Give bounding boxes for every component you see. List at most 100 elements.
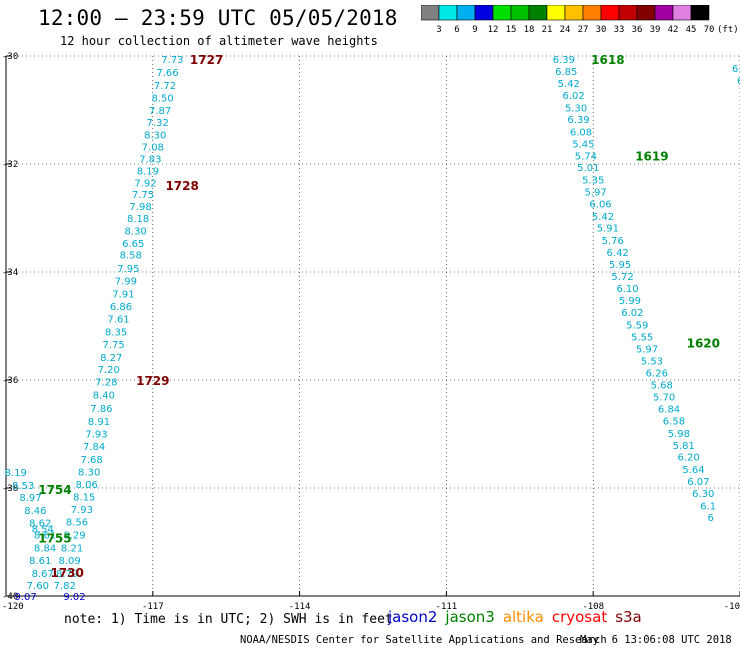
color-scale-label: 21 bbox=[542, 25, 553, 35]
wave-height-value: 7.08 bbox=[142, 143, 164, 154]
wave-height-value: 5.53 bbox=[641, 357, 663, 368]
color-scale-label: 30 bbox=[596, 25, 607, 35]
wave-height-value: 8.15 bbox=[73, 493, 95, 504]
color-scale-legend: 3 6 9 12 15 18 21 24 27 30 33 36 39 42 45 70 (ft) bbox=[420, 4, 740, 41]
color-scale-label: 33 bbox=[614, 25, 625, 35]
credit-line: NOAA/NESDIS Center for Satellite Applica… bbox=[240, 634, 607, 646]
wave-height-value: 7.83 bbox=[139, 155, 161, 166]
satellite-legend-cryosat: cryosat bbox=[551, 608, 608, 626]
wave-height-value: 7.98 bbox=[129, 202, 151, 213]
wave-height-value: 7.82 bbox=[54, 581, 76, 592]
color-scale-label: 3 bbox=[436, 25, 441, 35]
wave-height-value: 6.02 bbox=[562, 91, 584, 102]
color-scale-label: 39 bbox=[650, 25, 661, 35]
x-tick-label: -120 bbox=[2, 602, 24, 612]
satellite-legend-jason3: jason3 bbox=[445, 608, 495, 626]
wave-height-value: 7.60 bbox=[27, 581, 49, 592]
wave-height-value: 9.02 bbox=[63, 592, 85, 603]
wave-height-value: 7.28 bbox=[95, 378, 117, 389]
satellite-legend-altika: altika bbox=[502, 608, 544, 626]
wave-height-value: 7.87 bbox=[149, 106, 171, 117]
wave-height-value: 7.72 bbox=[154, 81, 176, 92]
y-tick-label: -30 bbox=[2, 52, 18, 62]
wave-height-value: 8.46 bbox=[24, 506, 46, 517]
wave-height-value: 7.93 bbox=[85, 429, 107, 440]
wave-height-value: 6 bbox=[707, 513, 713, 524]
wave-height-value: 8.54 bbox=[32, 525, 54, 536]
wave-height-value: 8.30 bbox=[125, 226, 147, 237]
wave-height-value: 8.79 bbox=[56, 569, 78, 580]
wave-height-value: 5.68 bbox=[651, 380, 673, 391]
wave-height-value: 8.21 bbox=[61, 543, 83, 554]
wave-height-value: 5.98 bbox=[668, 429, 690, 440]
wave-height-value: 5.91 bbox=[597, 224, 619, 235]
page-title: 12:00 – 23:59 UTC 05/05/2018 bbox=[38, 6, 398, 30]
wave-height-value: 8.27 bbox=[100, 353, 122, 364]
color-scale-label: 15 bbox=[506, 25, 517, 35]
wave-height-value: 8.09 bbox=[58, 556, 80, 567]
y-tick-label: -34 bbox=[2, 268, 18, 278]
wave-height-value: 7.93 bbox=[71, 505, 93, 516]
wave-height-value: 7.68 bbox=[81, 455, 103, 466]
color-scale-label: 18 bbox=[524, 25, 535, 35]
wave-height-value: 6.1 bbox=[737, 76, 740, 87]
wave-height-value: 8.29 bbox=[63, 530, 85, 541]
wave-height-value: 6.30 bbox=[692, 489, 714, 500]
color-scale-label: 12 bbox=[488, 25, 499, 35]
wave-height-value: 5.72 bbox=[611, 272, 633, 283]
time-label: 1618 bbox=[591, 53, 624, 67]
wave-height-value: 5.97 bbox=[636, 345, 658, 356]
color-scale-unit: (ft) bbox=[717, 25, 739, 35]
y-tick-label: -32 bbox=[2, 160, 18, 170]
wave-height-value: 7.95 bbox=[117, 264, 139, 275]
wave-height-value: 8.62 bbox=[29, 519, 51, 530]
wave-height-value: 5.99 bbox=[619, 296, 641, 307]
wave-height-value: 7.32 bbox=[147, 118, 169, 129]
wave-height-value: 8.84 bbox=[34, 543, 56, 554]
wave-height-value: 6.07 bbox=[687, 477, 709, 488]
wave-height-value: 7.20 bbox=[98, 365, 120, 376]
wave-height-value: 5.70 bbox=[653, 393, 675, 404]
color-scale-bar: 3 6 9 12 15 18 21 24 27 30 33 36 39 42 45 70 (ft) bbox=[420, 4, 739, 35]
wave-height-value: 7.66 bbox=[156, 68, 178, 79]
wave-height-value: 6.39 bbox=[567, 115, 589, 126]
wave-height-value: 7.99 bbox=[115, 277, 137, 288]
wave-height-value: 8.18 bbox=[127, 214, 149, 225]
wave-height-value: 5.35 bbox=[582, 176, 604, 187]
footnote: note: 1) Time is in UTC; 2) SWH is in fe… bbox=[64, 612, 393, 627]
wave-height-value: 5.42 bbox=[558, 79, 580, 90]
wave-height-value: 5.01 bbox=[577, 163, 599, 174]
wave-height-value: 7.73 bbox=[161, 55, 183, 66]
wave-height-value: 6.84 bbox=[658, 405, 680, 416]
time-label: 1729 bbox=[136, 374, 169, 388]
wave-height-value: 8.67 bbox=[32, 569, 54, 580]
wave-height-value: 6.10 bbox=[616, 284, 638, 295]
wave-height-value: 5.74 bbox=[575, 151, 597, 162]
satellite-legend: jason2 jason3 altika cryosat s3a bbox=[388, 608, 650, 626]
generated-timestamp: May 6 13:06:08 UTC 2018 bbox=[580, 634, 732, 646]
wave-height-value: 5.95 bbox=[609, 260, 631, 271]
color-scale-label: 27 bbox=[578, 25, 589, 35]
x-tick-label: -111 bbox=[436, 602, 458, 612]
time-label: 1727 bbox=[190, 53, 223, 67]
wave-height-value: 8.97 bbox=[19, 493, 41, 504]
wave-height-value: 6.85 bbox=[555, 67, 577, 78]
color-swatch bbox=[690, 4, 710, 21]
wave-height-value: 8.50 bbox=[151, 94, 173, 105]
page-subtitle: 12 hour collection of altimeter wave hei… bbox=[60, 34, 378, 48]
color-scale-label: 24 bbox=[560, 25, 571, 35]
y-tick-label: -36 bbox=[2, 376, 18, 386]
wave-height-value: 6.1 bbox=[700, 501, 716, 512]
wave-height-value: 8.35 bbox=[105, 327, 127, 338]
color-scale-label: 70 bbox=[704, 25, 715, 35]
wave-height-value: 5.76 bbox=[602, 236, 624, 247]
satellite-track: 9.07 9.02 bbox=[14, 592, 85, 603]
wave-height-value: 6.39 bbox=[553, 55, 575, 66]
wave-height-value: 5.97 bbox=[585, 188, 607, 199]
color-scale-label: 9 bbox=[472, 25, 477, 35]
y-tick-label: -38 bbox=[2, 484, 18, 494]
satellite-track: 7.737.667.728.507.877.328.307.087.838.19… bbox=[54, 55, 184, 592]
wave-height-value: 6.1 bbox=[732, 64, 740, 75]
wave-height-value: 7.61 bbox=[107, 314, 129, 325]
